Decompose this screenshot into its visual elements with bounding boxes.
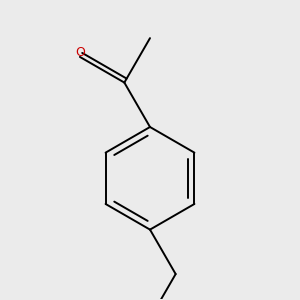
Text: O: O	[75, 46, 85, 59]
